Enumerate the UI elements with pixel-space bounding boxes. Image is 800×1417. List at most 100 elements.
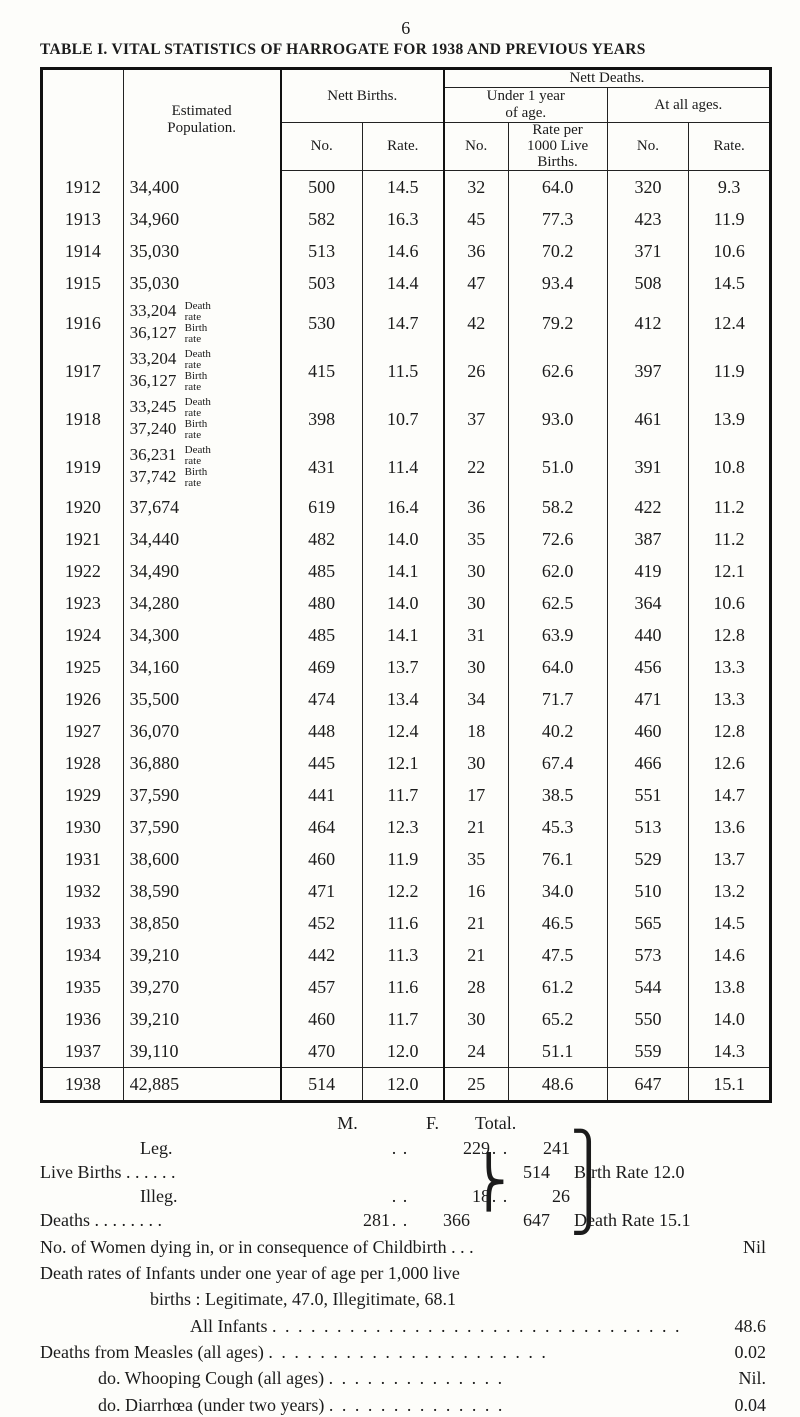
cell-births_rate: 14.7 <box>362 299 444 347</box>
cell-deaths_all_rate: 12.4 <box>689 299 771 347</box>
cell-deaths_u1_rate: 64.0 <box>508 171 607 204</box>
measles-dots: . . . . . . . . . . . . . . . . . . . . … <box>268 1342 548 1362</box>
measles-line: Deaths from Measles (all ages) . . . . .… <box>40 1340 772 1364</box>
leg-f: 241 <box>510 1136 570 1160</box>
cell-population: 39,270 <box>123 971 280 1003</box>
cell-births_no: 471 <box>281 875 363 907</box>
cell-deaths_all_rate: 11.2 <box>689 523 771 555</box>
cell-births_no: 460 <box>281 1003 363 1035</box>
table-row: 193739,11047012.02451.155914.3 <box>42 1035 771 1068</box>
cell-deaths_all_no: 508 <box>607 267 689 299</box>
brace-bot-icon: ⎭ <box>570 1198 590 1214</box>
cell-deaths_all_rate: 13.6 <box>689 811 771 843</box>
cell-deaths_u1_rate: 72.6 <box>508 523 607 555</box>
cell-deaths_u1_rate: 76.1 <box>508 843 607 875</box>
cell-population: 42,885 <box>123 1068 280 1102</box>
cell-deaths_all_no: 422 <box>607 491 689 523</box>
cell-population: 37,590 <box>123 811 280 843</box>
cell-deaths_u1_no: 42 <box>444 299 508 347</box>
cell-population: 34,440 <box>123 523 280 555</box>
cell-births_no: 445 <box>281 747 363 779</box>
cell-deaths_all_rate: 13.7 <box>689 843 771 875</box>
cell-deaths_all_rate: 15.1 <box>689 1068 771 1102</box>
col-m-label: M. <box>305 1111 390 1135</box>
table-row: 191633,204 Deathrate36,127 Birthrate5301… <box>42 299 771 347</box>
cell-deaths_u1_rate: 67.4 <box>508 747 607 779</box>
table-row: 193842,88551412.02548.664715.1 <box>42 1068 771 1102</box>
cell-births_no: 470 <box>281 1035 363 1068</box>
cell-births_no: 469 <box>281 651 363 683</box>
header-all-ages: At all ages. <box>607 88 770 123</box>
page-number: 6 <box>40 18 772 39</box>
cell-deaths_u1_no: 28 <box>444 971 508 1003</box>
cell-births_rate: 11.6 <box>362 971 444 1003</box>
cell-deaths_all_rate: 13.9 <box>689 395 771 443</box>
cell-births_no: 530 <box>281 299 363 347</box>
deaths-row: Deaths . . . . . . . . 281 . . 366 647 D… <box>40 1208 772 1232</box>
table-row: 193639,21046011.73065.255014.0 <box>42 1003 771 1035</box>
col-total-label: Total. <box>475 1111 555 1135</box>
cell-deaths_all_no: 412 <box>607 299 689 347</box>
table-row: 192334,28048014.03062.536410.6 <box>42 587 771 619</box>
table-row: 192736,07044812.41840.246012.8 <box>42 715 771 747</box>
cell-births_no: 485 <box>281 619 363 651</box>
measles-value: 0.02 <box>735 1340 773 1364</box>
cell-births_rate: 12.0 <box>362 1068 444 1102</box>
cell-year: 1921 <box>42 523 124 555</box>
cell-births_rate: 13.7 <box>362 651 444 683</box>
cell-deaths_all_no: 320 <box>607 171 689 204</box>
cell-births_rate: 14.0 <box>362 523 444 555</box>
table-row: 193338,85045211.62146.556514.5 <box>42 907 771 939</box>
cell-births_no: 503 <box>281 267 363 299</box>
cell-deaths_all_no: 551 <box>607 779 689 811</box>
cell-population: 39,210 <box>123 939 280 971</box>
measles-label: Deaths from Measles (all ages) <box>40 1342 264 1362</box>
cell-births_rate: 12.2 <box>362 875 444 907</box>
cell-births_no: 582 <box>281 203 363 235</box>
cell-deaths_u1_no: 22 <box>444 443 508 491</box>
table-body: 191234,40050014.53264.03209.3191334,9605… <box>42 171 771 1102</box>
cell-deaths_all_no: 559 <box>607 1035 689 1068</box>
cell-deaths_u1_rate: 64.0 <box>508 651 607 683</box>
cell-deaths_u1_no: 30 <box>444 747 508 779</box>
illeg-row: Illeg. . . 18 . . 26 ⎭ <box>40 1184 772 1208</box>
dots: . . <box>390 1208 410 1232</box>
cell-deaths_all_rate: 12.6 <box>689 747 771 779</box>
diarrhoea-line: do. Diarrhœa (under two years) . . . . .… <box>40 1393 772 1417</box>
header-est-pop: Estimated Population. <box>123 69 280 171</box>
brace-top-icon: ⎫ <box>570 1150 590 1166</box>
cell-births_no: 457 <box>281 971 363 1003</box>
cell-deaths_u1_no: 30 <box>444 555 508 587</box>
cell-population: 33,245 Deathrate37,240 Birthrate <box>123 395 280 443</box>
cell-deaths_u1_no: 30 <box>444 1003 508 1035</box>
cell-year: 1938 <box>42 1068 124 1102</box>
table-title: TABLE I. VITAL STATISTICS OF HARROGATE F… <box>40 41 772 59</box>
dots: . . <box>390 1136 410 1160</box>
diarrhoea-label: do. Diarrhœa (under two years) <box>98 1395 324 1415</box>
cell-population: 36,070 <box>123 715 280 747</box>
table-row: 192037,67461916.43658.242211.2 <box>42 491 771 523</box>
cell-deaths_all_no: 397 <box>607 347 689 395</box>
cell-deaths_all_no: 550 <box>607 1003 689 1035</box>
all-infants-label: All Infants <box>40 1316 267 1336</box>
cell-births_rate: 14.0 <box>362 587 444 619</box>
cell-births_no: 460 <box>281 843 363 875</box>
cell-deaths_u1_rate: 38.5 <box>508 779 607 811</box>
cell-year: 1920 <box>42 491 124 523</box>
cell-births_rate: 14.6 <box>362 235 444 267</box>
cell-births_no: 513 <box>281 235 363 267</box>
cell-deaths_all_no: 423 <box>607 203 689 235</box>
cell-population: 38,850 <box>123 907 280 939</box>
cell-births_rate: 16.4 <box>362 491 444 523</box>
cell-population: 38,600 <box>123 843 280 875</box>
cell-births_no: 464 <box>281 811 363 843</box>
cell-deaths_all_no: 371 <box>607 235 689 267</box>
cell-year: 1926 <box>42 683 124 715</box>
cell-deaths_u1_rate: 62.5 <box>508 587 607 619</box>
cell-year: 1914 <box>42 235 124 267</box>
cell-population: 37,590 <box>123 779 280 811</box>
cell-deaths_u1_no: 17 <box>444 779 508 811</box>
header-blank-year <box>42 69 124 171</box>
cell-population: 34,400 <box>123 171 280 204</box>
cell-births_rate: 16.3 <box>362 203 444 235</box>
